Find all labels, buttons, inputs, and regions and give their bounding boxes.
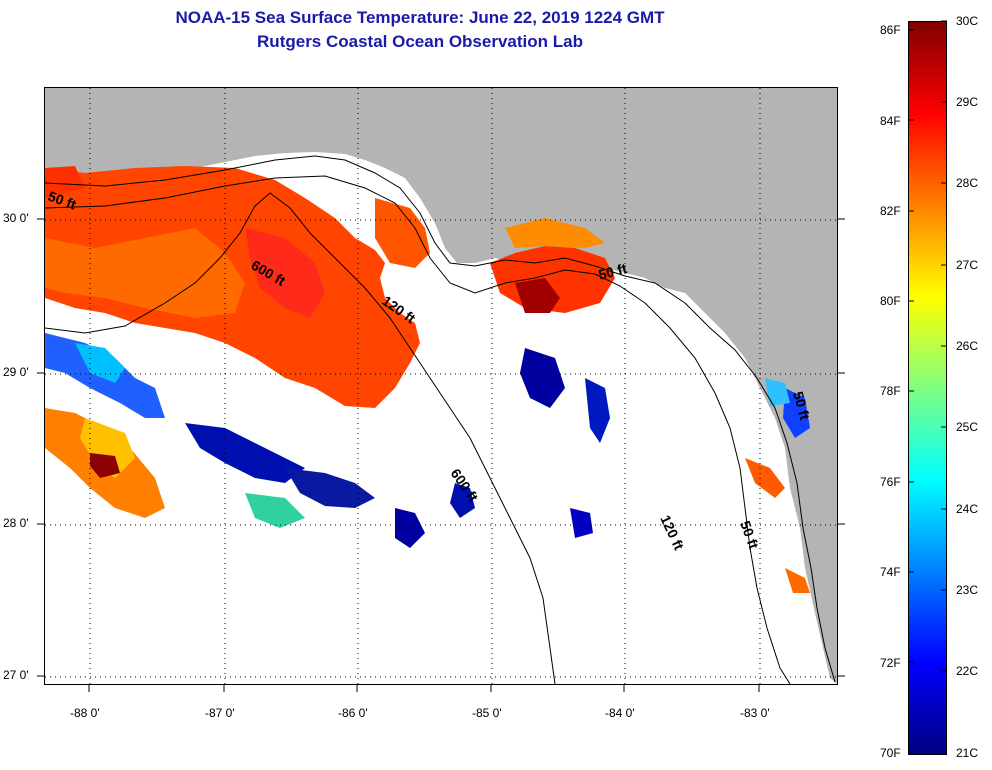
contour-label-50ft-bigbend: 50 ft <box>597 260 629 283</box>
colorbar-label-23c: 23C <box>956 583 979 597</box>
contour-label-50ft-east: 50 ft <box>790 390 813 422</box>
sst-map: 50 ft 600 ft 120 ft 50 ft 600 ft 120 ft … <box>44 87 838 685</box>
colorbar-label-84f: 84F <box>880 114 901 128</box>
colorbar-label-25c: 25C <box>956 420 979 434</box>
colorbar-label-82f: 82F <box>880 204 901 218</box>
lon-label-83: -83 0' <box>740 706 770 720</box>
colorbar-label-22c: 22C <box>956 664 979 678</box>
map-subtitle: Rutgers Coastal Ocean Observation Lab <box>257 32 583 51</box>
colorbar-label-80f: 80F <box>880 294 901 308</box>
depth-contours <box>45 155 836 684</box>
colorbar-label-30c: 30C <box>956 14 979 28</box>
colorbar-label-24c: 24C <box>956 502 979 516</box>
lat-label-28: 28 0' <box>3 516 29 530</box>
map-title: NOAA-15 Sea Surface Temperature: June 22… <box>175 8 665 27</box>
colorbar-label-72f: 72F <box>880 656 901 670</box>
lat-label-29: 29 0' <box>3 365 29 379</box>
colorbar-label-76f: 76F <box>880 475 901 489</box>
lon-label-85: -85 0' <box>472 706 502 720</box>
colorbar-label-26c: 26C <box>956 339 979 353</box>
land-area <box>45 88 837 684</box>
sst-patches <box>45 166 810 593</box>
temperature-colorbar <box>908 21 947 755</box>
colorbar-label-28c: 28C <box>956 176 979 190</box>
sst-map-canvas: 50 ft 600 ft 120 ft 50 ft 600 ft 120 ft … <box>45 88 837 684</box>
lon-label-87: -87 0' <box>205 706 235 720</box>
colorbar-label-70f: 70F <box>880 746 901 760</box>
colorbar-label-86f: 86F <box>880 23 901 37</box>
colorbar-label-27c: 27C <box>956 258 979 272</box>
colorbar-label-78f: 78F <box>880 384 901 398</box>
lat-label-30: 30 0' <box>3 211 29 225</box>
graticule <box>45 88 837 684</box>
lon-label-86: -86 0' <box>338 706 368 720</box>
colorbar-label-74f: 74F <box>880 565 901 579</box>
colorbar-label-21c: 21C <box>956 746 979 760</box>
lon-label-88: -88 0' <box>70 706 100 720</box>
lat-label-27: 27 0' <box>3 668 29 682</box>
colorbar-label-29c: 29C <box>956 95 979 109</box>
lon-label-84: -84 0' <box>605 706 635 720</box>
